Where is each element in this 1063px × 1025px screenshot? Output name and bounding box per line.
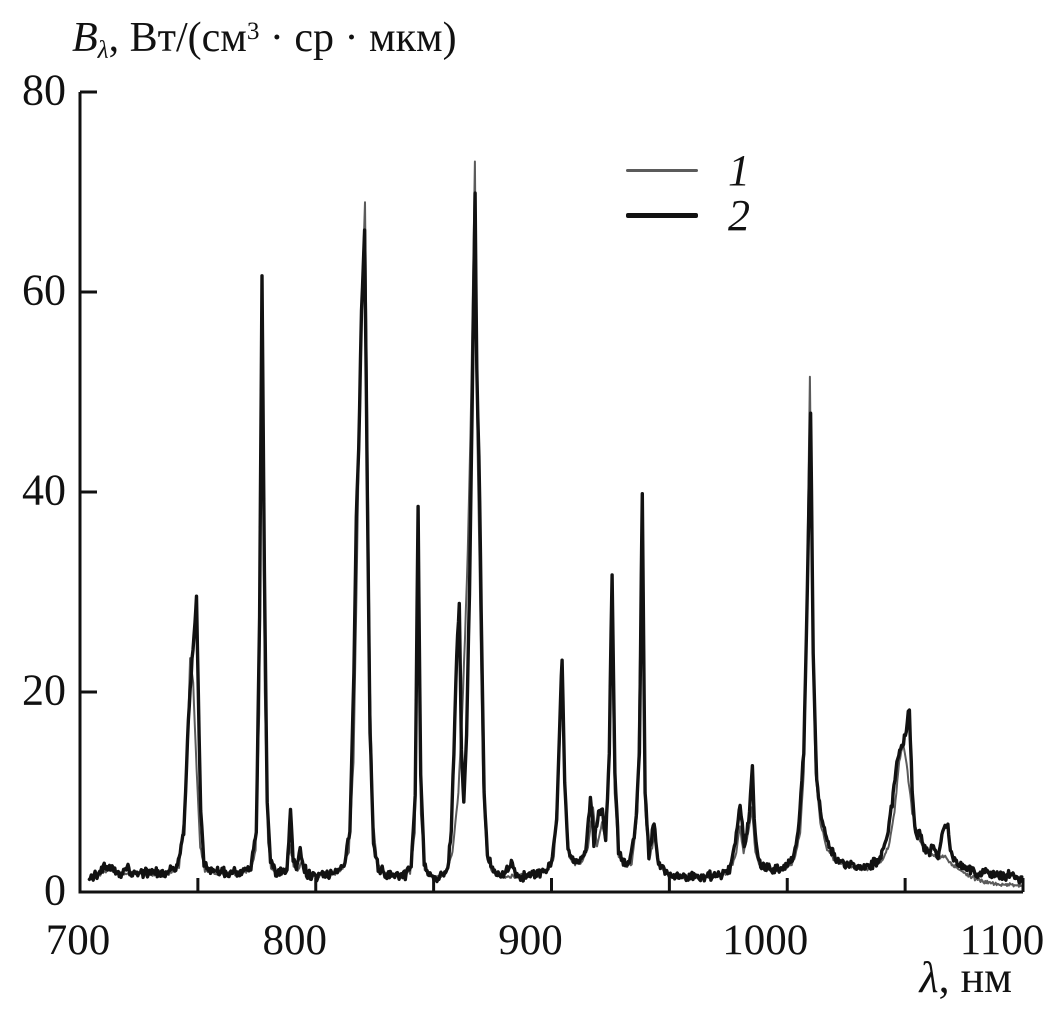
y-axis-units-right: · ср · мкм) bbox=[259, 15, 457, 61]
legend-item-series-2: 2 bbox=[626, 193, 750, 238]
series-1-label: 1 bbox=[728, 145, 750, 195]
x-tick-label: 900 bbox=[498, 917, 563, 964]
y-axis-subscript: λ bbox=[97, 37, 109, 65]
series-2-line-sample bbox=[626, 213, 698, 218]
x-tick-label: 700 bbox=[45, 917, 111, 964]
y-tick-label: 80 bbox=[22, 65, 66, 115]
y-tick-label: 60 bbox=[22, 265, 66, 315]
y-tick-label: 20 bbox=[22, 665, 66, 715]
x-tick-label: 1000 bbox=[722, 917, 809, 964]
x-axis-units: , нм bbox=[938, 953, 1012, 1002]
y-axis-symbol: B bbox=[72, 15, 98, 61]
legend: 1 2 bbox=[626, 148, 750, 238]
y-axis-superscript: 3 bbox=[246, 17, 260, 45]
x-axis-title: λ, нм bbox=[920, 952, 1012, 1003]
y-axis-units-left: , Вт/(см bbox=[108, 15, 247, 61]
x-tick-label: 1100 bbox=[959, 917, 1045, 964]
y-tick-label: 0 bbox=[44, 865, 66, 915]
x-tick-label: 800 bbox=[262, 917, 328, 964]
series-2-curve bbox=[87, 191, 1024, 885]
x-axis-symbol: λ bbox=[919, 953, 939, 1002]
series-2-label: 2 bbox=[728, 190, 750, 240]
y-axis-title: Bλ, Вт/(см3 · ср · мкм) bbox=[72, 14, 457, 65]
y-tick-label: 40 bbox=[22, 465, 66, 515]
series-1-curve bbox=[88, 160, 1022, 888]
series-1-line-sample bbox=[626, 169, 698, 172]
legend-item-series-1: 1 bbox=[626, 148, 750, 193]
